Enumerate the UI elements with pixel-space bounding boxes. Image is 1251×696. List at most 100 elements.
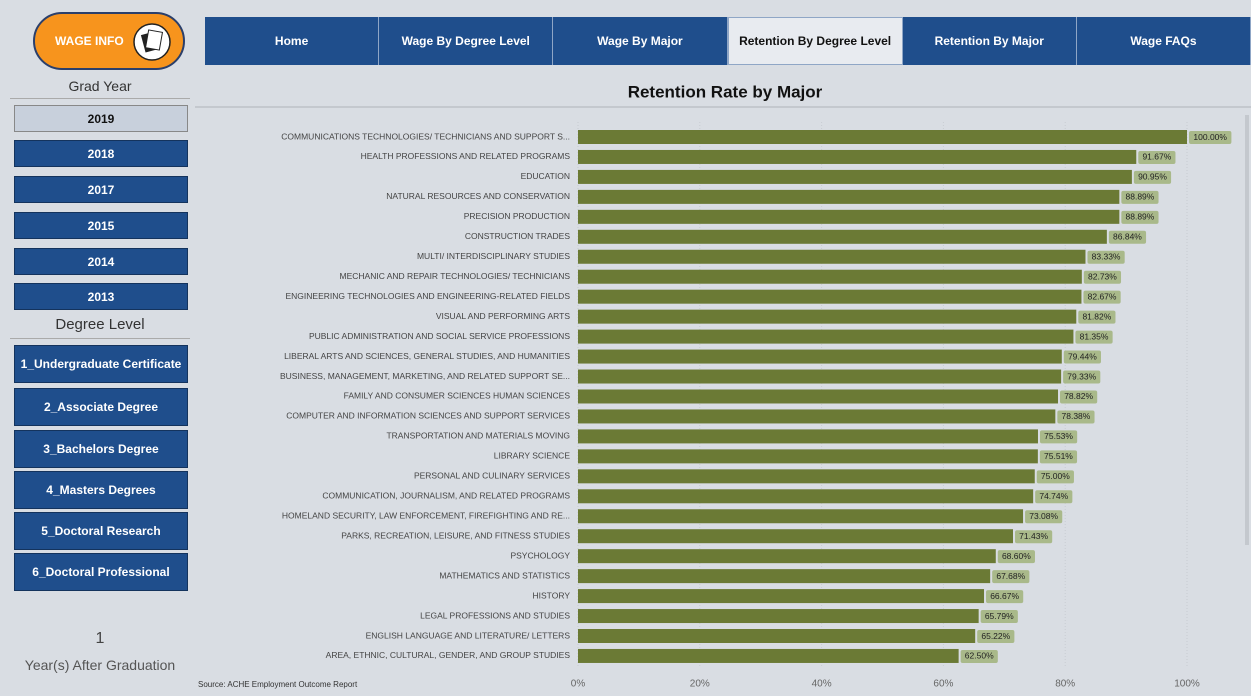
grad-year-button[interactable]: 2013 bbox=[14, 283, 188, 310]
value-label: 88.89% bbox=[1126, 212, 1155, 222]
value-label: 88.89% bbox=[1126, 192, 1155, 202]
category-label: COMMUNICATIONS TECHNOLOGIES/ TECHNICIANS… bbox=[281, 131, 570, 141]
value-label: 62.50% bbox=[965, 651, 994, 661]
degree-level-button[interactable]: 5_Doctoral Research bbox=[14, 512, 188, 550]
value-label: 75.53% bbox=[1044, 431, 1073, 441]
value-label: 81.82% bbox=[1082, 311, 1111, 321]
value-label: 91.67% bbox=[1142, 152, 1171, 162]
nav-tab[interactable]: Wage FAQs bbox=[1077, 17, 1251, 65]
value-label-box bbox=[1035, 490, 1073, 504]
grad-year-header: Grad Year bbox=[10, 78, 190, 99]
value-label-box bbox=[1015, 530, 1053, 544]
value-label: 67.68% bbox=[996, 571, 1025, 581]
chart: Retention Rate by Major Source: ACHE Emp… bbox=[195, 82, 1251, 690]
degree-level-button[interactable]: 1_Undergraduate Certificate bbox=[14, 345, 188, 383]
degree-level-button[interactable]: 2_Associate Degree bbox=[14, 388, 188, 426]
nav-tab[interactable]: Retention By Major bbox=[903, 17, 1077, 65]
category-label: PARKS, RECREATION, LEISURE, AND FITNESS … bbox=[341, 530, 570, 540]
bar bbox=[578, 369, 1062, 384]
value-label-box bbox=[1039, 430, 1078, 444]
category-label: HISTORY bbox=[533, 590, 571, 600]
value-label: 79.33% bbox=[1067, 371, 1096, 381]
value-label: 79.44% bbox=[1068, 351, 1097, 361]
scrollbar[interactable] bbox=[1245, 115, 1249, 545]
value-label-box bbox=[997, 550, 1035, 564]
category-label: PERSONAL AND CULINARY SERVICES bbox=[414, 471, 570, 481]
value-label: 78.38% bbox=[1062, 411, 1091, 421]
nav-bar: Home Wage By Degree Level Wage By Major Ret… bbox=[205, 17, 1251, 65]
value-label-box bbox=[992, 570, 1030, 584]
logo[interactable]: WAGE INFO bbox=[33, 12, 185, 70]
bar bbox=[578, 209, 1120, 224]
value-label-box bbox=[1121, 190, 1159, 204]
category-label: COMPUTER AND INFORMATION SCIENCES AND SU… bbox=[286, 411, 570, 421]
category-label: NATURAL RESOURCES AND CONSERVATION bbox=[386, 191, 570, 201]
category-label: ENGLISH LANGUAGE AND LITERATURE/ LETTERS bbox=[366, 630, 571, 640]
category-label: CONSTRUCTION TRADES bbox=[465, 231, 570, 241]
value-label: 66.67% bbox=[990, 591, 1019, 601]
bar bbox=[578, 309, 1077, 324]
bar bbox=[578, 429, 1038, 444]
value-label-box bbox=[980, 610, 1018, 624]
value-label-box bbox=[1083, 270, 1122, 284]
category-label: PSYCHOLOGY bbox=[510, 550, 570, 560]
bar bbox=[578, 648, 959, 663]
logo-icon bbox=[133, 23, 171, 61]
bar bbox=[578, 529, 1014, 544]
grad-year-button[interactable]: 2017 bbox=[14, 176, 188, 203]
bar bbox=[578, 489, 1034, 504]
x-tick-label: 40% bbox=[812, 679, 832, 690]
x-tick-label: 0% bbox=[571, 679, 586, 690]
category-label: EDUCATION bbox=[521, 171, 570, 181]
value-label-box bbox=[1060, 390, 1098, 404]
x-tick-label: 20% bbox=[690, 679, 710, 690]
value-label: 100.00% bbox=[1193, 132, 1227, 142]
value-label: 75.00% bbox=[1041, 471, 1070, 481]
bar bbox=[578, 509, 1024, 524]
category-label: VISUAL AND PERFORMING ARTS bbox=[436, 311, 570, 321]
grad-year-button[interactable]: 2014 bbox=[14, 248, 188, 275]
value-label-box bbox=[1063, 370, 1101, 384]
value-label-box bbox=[1087, 250, 1125, 264]
bar bbox=[578, 449, 1038, 464]
value-label-box bbox=[1057, 410, 1095, 424]
category-label: AREA, ETHNIC, CULTURAL, GENDER, AND GROU… bbox=[326, 650, 571, 660]
bar bbox=[578, 589, 985, 604]
category-label: MATHEMATICS AND STATISTICS bbox=[439, 570, 570, 580]
category-label: MECHANIC AND REPAIR TECHNOLOGIES/ TECHNI… bbox=[340, 271, 571, 281]
grad-year-button[interactable]: 2018 bbox=[14, 140, 188, 167]
bar bbox=[578, 469, 1035, 484]
category-label: MULTI/ INTERDISCIPLINARY STUDIES bbox=[417, 251, 570, 261]
chart-title: Retention Rate by Major bbox=[628, 82, 823, 101]
x-tick-label: 100% bbox=[1174, 679, 1200, 690]
value-label-box bbox=[1121, 210, 1159, 224]
degree-level-button[interactable]: 4_Masters Degrees bbox=[14, 471, 188, 509]
years-value: 1 bbox=[95, 630, 105, 647]
value-label-box bbox=[1025, 510, 1063, 524]
x-tick-label: 80% bbox=[1055, 679, 1075, 690]
value-label-box bbox=[1039, 450, 1078, 464]
value-label: 83.33% bbox=[1092, 252, 1121, 262]
bar bbox=[578, 549, 996, 564]
bar bbox=[578, 289, 1082, 304]
bar bbox=[578, 249, 1086, 264]
nav-tab[interactable]: Wage By Major bbox=[553, 17, 728, 65]
degree-level-button[interactable]: 6_Doctoral Professional bbox=[14, 553, 188, 591]
bar bbox=[578, 130, 1187, 144]
value-label-box bbox=[1036, 470, 1074, 484]
value-label-box bbox=[1083, 290, 1121, 304]
category-label: LIBRARY SCIENCE bbox=[494, 451, 571, 461]
nav-tab[interactable]: Home bbox=[205, 17, 380, 65]
category-label: TRANSPORTATION AND MATERIALS MOVING bbox=[386, 431, 570, 441]
category-label: PUBLIC ADMINISTRATION AND SOCIAL SERVICE… bbox=[309, 331, 570, 341]
grad-year-button[interactable]: 2019 bbox=[14, 105, 188, 132]
nav-tab[interactable]: Wage By Degree Level bbox=[379, 17, 554, 65]
category-label: BUSINESS, MANAGEMENT, MARKETING, AND REL… bbox=[280, 371, 570, 381]
nav-tab[interactable]: Retention By Degree Level bbox=[727, 17, 903, 65]
bar bbox=[578, 609, 979, 624]
grad-year-button[interactable]: 2015 bbox=[14, 212, 188, 239]
bar bbox=[578, 389, 1059, 404]
years-label: Year(s) After Graduation bbox=[24, 657, 176, 673]
bar bbox=[578, 169, 1132, 184]
degree-level-button[interactable]: 3_Bachelors Degree bbox=[14, 430, 188, 468]
